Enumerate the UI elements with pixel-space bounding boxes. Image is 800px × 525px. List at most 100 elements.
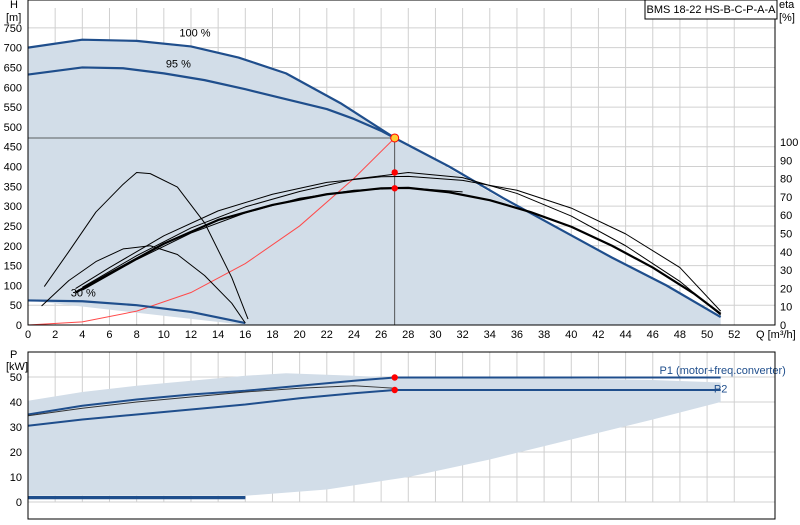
y-tick-label: 450 xyxy=(4,142,22,154)
x-tick-label: 24 xyxy=(348,329,360,341)
head-chart: 100 %95 %30 %050100150200250300350400450… xyxy=(4,0,798,341)
x-axis-unit-label: Q [m³/h] xyxy=(756,329,796,341)
x-tick-label: 12 xyxy=(185,329,197,341)
power-y-tick-label: 50 xyxy=(10,372,22,384)
power-series-line xyxy=(27,376,721,416)
x-tick-label: 18 xyxy=(266,329,278,341)
x-tick-label: 52 xyxy=(728,329,740,341)
series-line-eta-30 xyxy=(41,245,246,324)
power-y-tick-label: 10 xyxy=(10,472,22,484)
x-tick-label: 38 xyxy=(538,329,550,341)
eta-tick-label: 30 xyxy=(780,265,792,277)
operating-area xyxy=(28,39,721,325)
speed-label: 95 % xyxy=(166,58,191,70)
efficiency-point xyxy=(391,169,398,176)
eta-tick-label: 90 xyxy=(780,155,792,167)
y-tick-label: 250 xyxy=(4,221,22,233)
x-tick-label: 48 xyxy=(674,329,686,341)
power-chart: P1 (motor+freq.converter) P2 0 10 20 30 40 50 P[… xyxy=(6,349,786,520)
x-tick-label: 16 xyxy=(239,329,251,341)
x-tick-label: 10 xyxy=(158,329,170,341)
power-y-tick-label: 30 xyxy=(10,422,22,434)
y-tick-label: 550 xyxy=(4,102,22,114)
speed-label: 30 % xyxy=(71,288,96,300)
power-series-label: P2 xyxy=(714,384,727,396)
x-tick-label: 30 xyxy=(429,329,441,341)
power-duty-point xyxy=(391,386,398,394)
series-line-95- xyxy=(27,66,396,139)
y-axis-label-unit: [m] xyxy=(6,12,21,24)
power-y-tick-label: 20 xyxy=(10,447,22,459)
power-series-line xyxy=(27,385,395,417)
eta-tick-label: 10 xyxy=(780,302,792,314)
x-tick-label: 42 xyxy=(592,329,604,341)
y-tick-label: 650 xyxy=(4,62,22,74)
y-tick-label: 750 xyxy=(4,23,22,35)
eta-tick-label: 80 xyxy=(780,174,792,186)
power-axis-label-unit: [kW] xyxy=(6,361,28,373)
x-tick-label: 8 xyxy=(134,329,140,341)
series-line-eta-95b xyxy=(82,171,721,316)
series-line-eta-95 xyxy=(75,175,722,312)
eta-tick-label: 0 xyxy=(780,320,786,332)
duty-point xyxy=(390,133,400,143)
x-tick-label: 4 xyxy=(79,329,85,341)
y-axis-label-symbol: H xyxy=(10,0,18,11)
system-curve xyxy=(27,137,396,326)
x-tick-label: 6 xyxy=(106,329,112,341)
x-tick-label: 2 xyxy=(52,329,58,341)
y-tick-label: 50 xyxy=(10,300,22,312)
series-line-30- xyxy=(27,299,246,325)
x-tick-label: 44 xyxy=(619,329,631,341)
title-box xyxy=(644,0,778,20)
eta-tick-label: 50 xyxy=(780,229,792,241)
x-tick-label: 20 xyxy=(294,329,306,341)
y-tick-label: 150 xyxy=(4,261,22,273)
x-tick-label: 28 xyxy=(402,329,414,341)
eta-axis-label-symbol: eta xyxy=(779,0,795,11)
y-tick-label: 0 xyxy=(16,320,22,332)
eta-tick-label: 70 xyxy=(780,192,792,204)
series-line-100- xyxy=(27,38,722,319)
eta-axis-label-unit: [%] xyxy=(779,12,795,24)
x-tick-label: 34 xyxy=(484,329,496,341)
power-y-tick-label: 40 xyxy=(10,397,22,409)
y-tick-label: 600 xyxy=(4,82,22,94)
x-tick-label: 36 xyxy=(511,329,523,341)
x-tick-label: 46 xyxy=(647,329,659,341)
head-plot-frame xyxy=(27,0,776,326)
power-series-label: P1 (motor+freq.converter) xyxy=(660,365,786,377)
x-tick-label: 32 xyxy=(456,329,468,341)
power-area xyxy=(28,373,721,496)
y-tick-label: 300 xyxy=(4,201,22,213)
x-tick-label: 40 xyxy=(565,329,577,341)
x-tick-label: 0 xyxy=(25,329,31,341)
speed-label: 100 % xyxy=(179,28,210,40)
eta-tick-label: 20 xyxy=(780,283,792,295)
x-tick-label: 50 xyxy=(701,329,713,341)
eta-tick-label: 100 xyxy=(780,137,798,149)
x-tick-label: 14 xyxy=(212,329,224,341)
eta-tick-label: 60 xyxy=(780,210,792,222)
series-line-eta-30b xyxy=(43,171,249,320)
y-tick-label: 700 xyxy=(4,43,22,55)
y-tick-label: 100 xyxy=(4,280,22,292)
x-tick-label: 26 xyxy=(375,329,387,341)
x-tick-label: 22 xyxy=(321,329,333,341)
power-duty-point xyxy=(391,374,398,381)
power-axis-label-symbol: P xyxy=(10,349,17,361)
title-group: BMS 18-22 HS-B-C-P-A-A xyxy=(644,0,778,20)
power-y-tick-label: 0 xyxy=(16,497,22,509)
y-tick-label: 200 xyxy=(4,241,22,253)
power-series-line xyxy=(27,389,721,427)
efficiency-point xyxy=(391,185,398,192)
chart-title: BMS 18-22 HS-B-C-P-A-A xyxy=(647,4,777,16)
series-line-eta-100 xyxy=(74,186,722,315)
eta-tick-label: 40 xyxy=(780,247,792,259)
y-tick-label: 400 xyxy=(4,162,22,174)
y-tick-label: 350 xyxy=(4,181,22,193)
series-line-eta-90 xyxy=(82,187,463,291)
y-tick-label: 500 xyxy=(4,122,22,134)
